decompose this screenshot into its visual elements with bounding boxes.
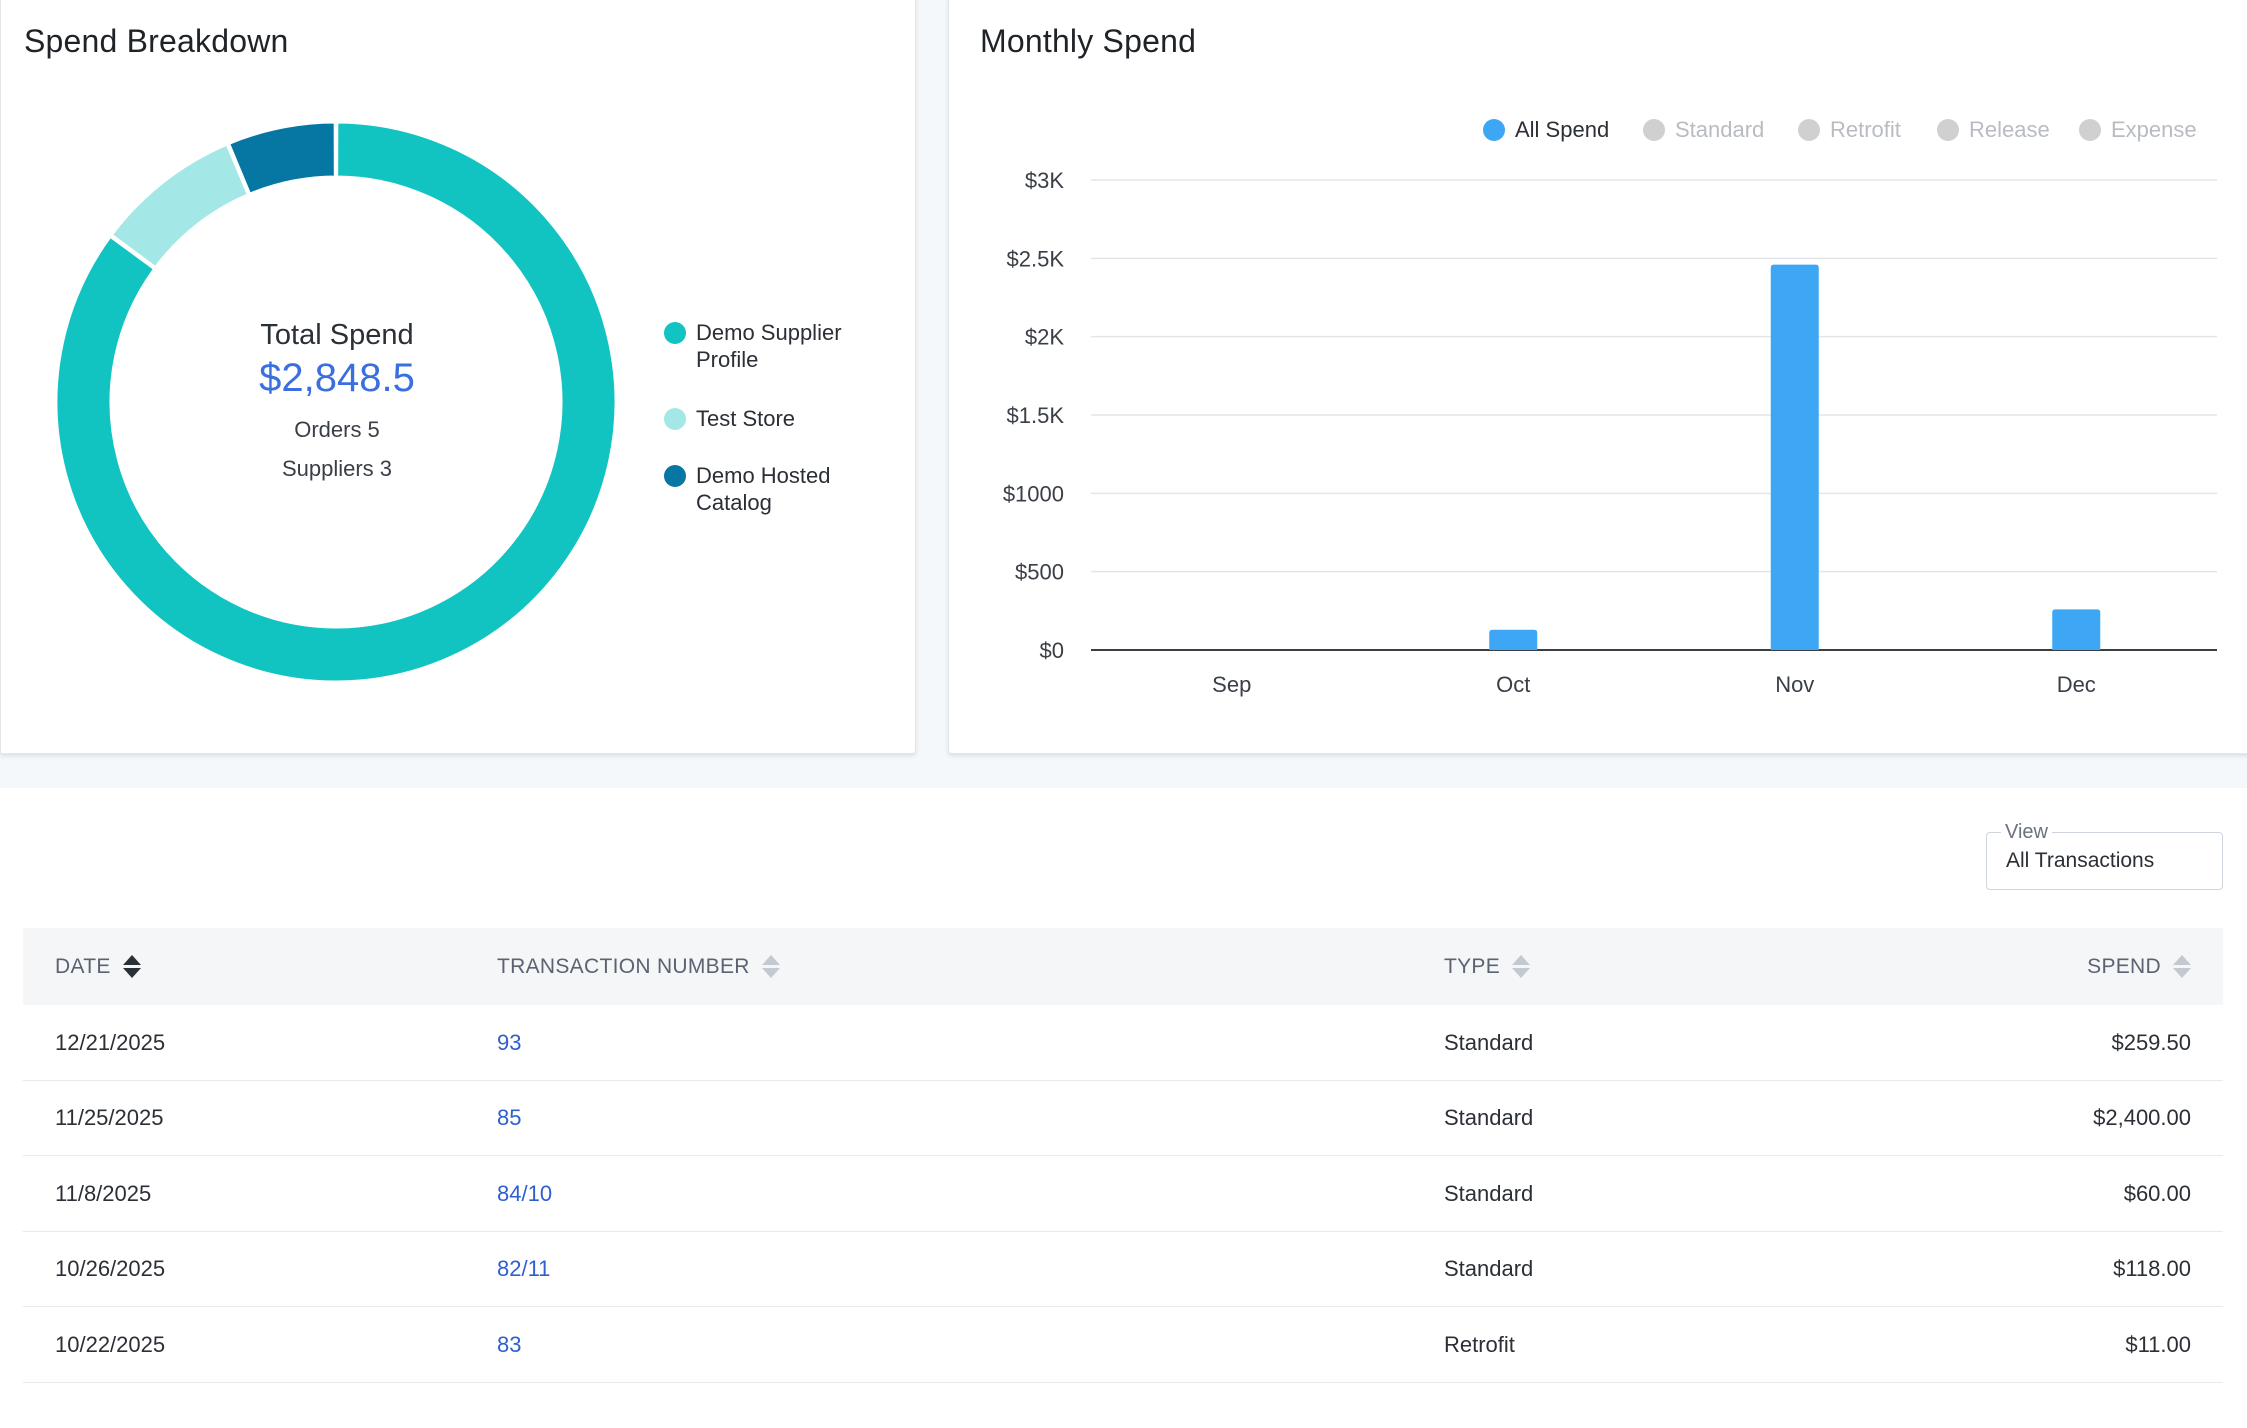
column-header-type[interactable]: TYPE [1444,928,1531,1005]
series-toggle-retrofit[interactable]: Retrofit [1798,117,1901,143]
y-tick-label: $2K [1025,325,1064,350]
sort-icon [2173,954,2191,979]
donut-slice-demo-supplier-profile[interactable] [54,120,618,684]
legend-dot-icon [664,322,686,344]
series-dot-icon [1798,119,1820,141]
table-row: 10/26/2025 82/11 Standard $118.00 [23,1232,2223,1307]
series-dot-icon [1483,119,1505,141]
column-header-transaction-number[interactable]: TRANSACTION NUMBER [497,928,780,1005]
orders-count: Orders 5 [294,417,380,442]
transaction-number-link[interactable]: 83 [497,1331,522,1357]
view-filter-label: View [2001,821,2052,844]
legend-item-demo-supplier-profile[interactable]: Demo Supplier Profile [664,319,904,373]
y-tick-label: $500 [1015,560,1064,585]
column-header-label: TYPE [1444,954,1501,978]
transaction-number-link[interactable]: 93 [497,1029,522,1055]
sort-icon [1512,954,1531,979]
x-tick-label: Oct [1496,672,1530,697]
cell-spend: $11.00 [2125,1331,2191,1357]
column-header-label: SPEND [2087,954,2161,978]
series-label: Expense [2111,117,2197,142]
bar-oct[interactable] [1489,629,1538,650]
transactions-card [0,788,2247,1428]
series-toggle-all-spend[interactable]: All Spend [1483,117,1609,143]
series-dot-icon [2079,119,2101,141]
y-tick-label: $1000 [1003,481,1064,506]
column-header-date[interactable]: DATE [55,928,141,1005]
sort-icon [761,954,780,979]
series-label: Standard [1675,117,1765,142]
column-header-label: DATE [55,954,111,978]
cell-type: Standard [1444,1180,1534,1206]
transactions-table: DATE TRANSACTION NUMBER TYPE SPEND 12/21… [23,928,2223,1383]
spend-breakdown-card: Spend Breakdown Total Spend $2,848.5 Ord… [0,0,916,754]
series-label: Retrofit [1830,117,1901,142]
series-toggle-release[interactable]: Release [1937,117,2050,143]
spend-donut-chart [54,120,618,684]
legend-item-demo-hosted-catalog[interactable]: Demo Hosted Catalog [664,462,904,516]
transaction-number-link[interactable]: 82/11 [497,1256,551,1281]
cell-date: 10/26/2025 [55,1256,166,1281]
cell-date: 11/8/2025 [55,1180,152,1206]
series-dot-icon [1643,119,1665,141]
cell-type: Standard [1444,1029,1534,1055]
table-row: 12/21/2025 93 Standard $259.50 [23,1005,2223,1081]
cell-spend: $118.00 [2113,1256,2191,1281]
legend-dot-icon [664,408,686,430]
donut-slice-test-store[interactable] [109,142,251,270]
monthly-spend-bar-chart: $0 $500 $1000 $1.5K $2K $2.5K $3K Sep Oct Nov Dec [1003,168,2217,697]
cell-spend: $60.00 [2123,1180,2191,1206]
cell-date: 10/22/2025 [55,1331,166,1357]
column-header-spend[interactable]: SPEND [2087,928,2191,1005]
total-spend-label: Total Spend [260,319,414,351]
y-tick-label: $0 [1040,638,1064,663]
table-row: 11/8/2025 84/10 Standard $60.00 [23,1156,2223,1232]
y-tick-label: $1.5K [1007,403,1065,428]
legend-label: Test Store [696,406,796,431]
series-toggle-expense[interactable]: Expense [2079,117,2197,143]
legend-dot-icon [664,465,686,487]
total-spend-value: $2,848.5 [259,356,415,400]
cell-spend: $259.50 [2111,1029,2191,1055]
x-tick-label: Sep [1212,672,1251,697]
legend-item-test-store[interactable]: Test Store [664,405,904,432]
spend-breakdown-title: Spend Breakdown [24,23,289,59]
sort-icon [122,954,141,979]
monthly-spend-card: Monthly Spend All Spend Standard Retrofi… [948,0,2247,754]
suppliers-count: Suppliers 3 [281,456,393,481]
table-row: 11/25/2025 85 Standard $2,400.00 [23,1081,2223,1156]
series-label: All Spend [1515,117,1610,142]
monthly-spend-title: Monthly Spend [980,23,1197,59]
transaction-number-link[interactable]: 85 [497,1105,522,1130]
y-tick-label: $3K [1025,168,1064,193]
bar-nov[interactable] [1770,264,1819,650]
view-filter-value: All Transactions [2006,849,2155,872]
x-tick-label: Nov [1775,672,1814,697]
series-dot-icon [1937,119,1959,141]
legend-label: Demo Hosted Catalog [696,463,831,515]
cell-type: Standard [1444,1105,1534,1130]
series-label: Release [1969,117,2050,142]
cell-date: 12/21/2025 [55,1029,166,1055]
table-row: 10/22/2025 83 Retrofit $11.00 [23,1307,2223,1383]
bar-dec[interactable] [2052,609,2101,650]
y-tick-label: $2.5K [1007,246,1065,271]
x-tick-label: Dec [2057,672,2096,697]
transaction-number-link[interactable]: 84/10 [497,1180,553,1206]
cell-type: Standard [1444,1256,1534,1281]
cell-date: 11/25/2025 [55,1105,164,1130]
view-filter-select[interactable]: View All Transactions [1986,821,2223,890]
table-header: DATE TRANSACTION NUMBER TYPE SPEND [23,928,2223,1005]
cell-spend: $2,400.00 [2093,1105,2191,1130]
cell-type: Retrofit [1444,1331,1515,1357]
series-toggle-standard[interactable]: Standard [1643,117,1764,143]
column-header-label: TRANSACTION NUMBER [497,954,750,978]
legend-label: Demo Supplier Profile [696,320,842,372]
donut-slice-demo-hosted-catalog[interactable] [226,120,337,197]
